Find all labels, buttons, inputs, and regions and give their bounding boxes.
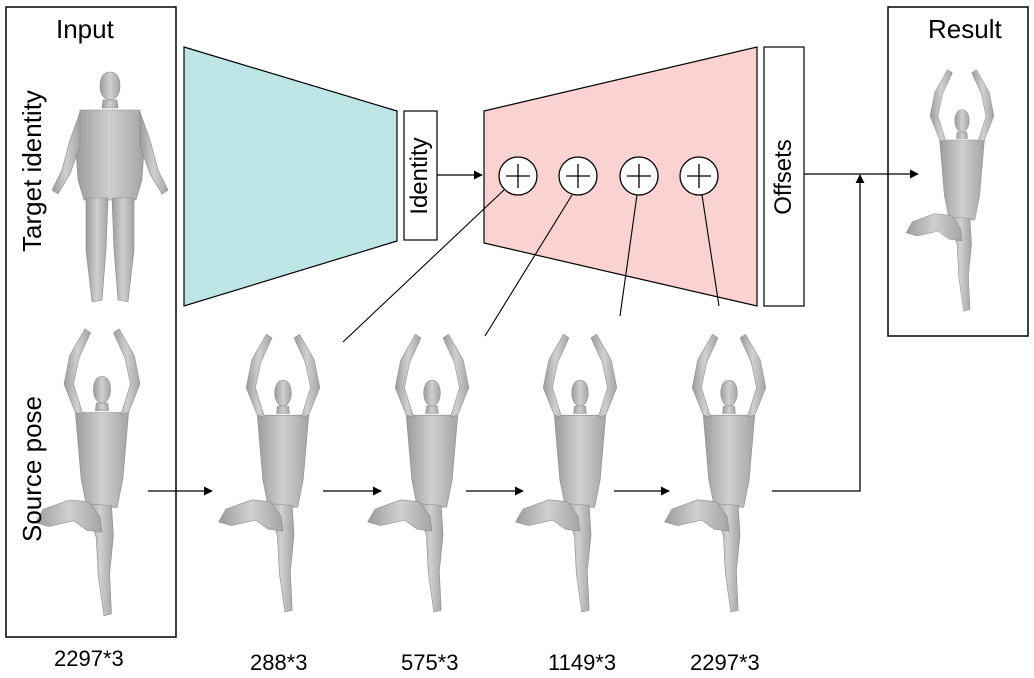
mesh-2297 bbox=[664, 333, 767, 613]
mesh-to-result-path bbox=[772, 174, 865, 492]
source-pose-mesh bbox=[35, 328, 141, 617]
result-mesh bbox=[905, 69, 995, 312]
offsets-box bbox=[763, 46, 805, 307]
size-label-1149: 1149*3 bbox=[548, 650, 617, 675]
identity-encoder bbox=[183, 46, 398, 307]
size-label-575: 575*3 bbox=[401, 650, 459, 675]
result-panel bbox=[887, 6, 1029, 337]
target-identity-label: Target identity bbox=[17, 90, 47, 252]
input-panel bbox=[5, 6, 177, 638]
offsets-label: Offsets bbox=[770, 139, 797, 215]
add-operator-1 bbox=[498, 156, 538, 196]
mesh-575 bbox=[367, 333, 470, 613]
source-pose-label: Source pose bbox=[17, 396, 47, 542]
target-identity-mesh bbox=[51, 71, 169, 303]
result-title: Result bbox=[928, 14, 1002, 44]
skip-connection-4 bbox=[701, 194, 720, 307]
mesh-1149 bbox=[515, 333, 618, 613]
add-operator-2 bbox=[558, 156, 598, 196]
mesh-288 bbox=[218, 333, 321, 613]
size-label-288: 288*3 bbox=[250, 650, 308, 675]
input-size-label: 2297*3 bbox=[54, 646, 124, 671]
skip-connection-1 bbox=[342, 189, 505, 343]
add-operator-3 bbox=[619, 156, 659, 196]
skip-connection-3 bbox=[619, 194, 638, 317]
size-label-2297: 2297*3 bbox=[690, 650, 760, 675]
identity-label: Identity bbox=[406, 137, 433, 215]
add-operator-4 bbox=[679, 156, 719, 196]
input-title: Input bbox=[56, 14, 114, 44]
skip-connection-2 bbox=[484, 194, 573, 337]
